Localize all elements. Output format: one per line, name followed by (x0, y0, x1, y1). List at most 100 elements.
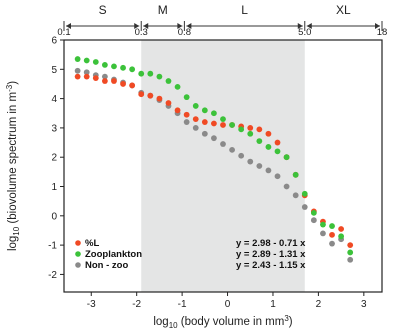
arrowhead-right-icon (177, 23, 183, 29)
data-point (220, 116, 226, 123)
y-tick-label: 6 (51, 36, 57, 47)
arrowhead-right-icon (375, 23, 380, 29)
data-point (201, 130, 208, 137)
data-point (129, 82, 136, 89)
data-point (320, 221, 326, 228)
legend-marker (75, 262, 81, 268)
data-point (274, 148, 281, 155)
data-point (83, 69, 90, 76)
y-axis-title: log10 (biovolume spectrum in m-3) (5, 81, 21, 251)
data-point (192, 103, 199, 109)
data-point (174, 83, 181, 90)
data-points (74, 56, 354, 263)
y-tick-label: 0 (51, 211, 57, 222)
data-point (338, 226, 345, 232)
size-class-label: XL (336, 3, 351, 17)
data-point (329, 240, 335, 247)
arrowhead-left-icon (186, 23, 192, 29)
data-point (174, 107, 181, 114)
size-boundary-label: 0.8 (178, 27, 191, 38)
data-point (229, 146, 235, 153)
x-tick-label: -3 (87, 299, 96, 310)
data-point (138, 91, 145, 98)
data-point (183, 111, 190, 118)
data-point (274, 173, 281, 180)
legend: %L y = 2.98 - 0.71 x Zooplankton y = 2.89 -… (75, 238, 306, 271)
data-point (101, 73, 108, 80)
data-point (256, 163, 263, 169)
data-point (211, 135, 217, 142)
data-point (138, 70, 145, 77)
data-point (256, 138, 263, 144)
data-point (274, 139, 281, 146)
data-point (310, 217, 317, 224)
size-boundary-label: 5.0 (298, 27, 311, 38)
data-point (310, 209, 317, 216)
data-point (74, 67, 81, 74)
data-point (247, 130, 254, 137)
legend-marker (75, 240, 81, 246)
y-tick-label: 4 (51, 94, 57, 105)
data-point (165, 78, 172, 84)
x-tick-label: -2 (132, 299, 141, 310)
legend-marker (75, 251, 81, 257)
x-tick-label: 3 (361, 299, 367, 310)
x-tick-label: 2 (316, 299, 322, 310)
data-point (192, 125, 199, 131)
arrowhead-right-icon (297, 23, 303, 29)
data-point (165, 100, 172, 106)
data-point (256, 126, 263, 133)
data-point (347, 249, 354, 256)
legend-label: %L (85, 238, 99, 249)
x-axis-title: log10 (body volume in mm3) (153, 314, 292, 330)
size-class-bar: S M L XL 0.1 0.3 0.8 5.0 18 (57, 3, 387, 38)
data-point (283, 154, 290, 161)
x-tick-label: 1 (270, 299, 276, 310)
data-point (211, 110, 217, 117)
data-point (120, 81, 126, 87)
data-point (265, 130, 272, 137)
size-boundary-label: 0.3 (135, 27, 148, 38)
arrowhead-left-icon (66, 23, 71, 29)
x-tick-label: -1 (178, 299, 187, 310)
y-tick-label: -1 (48, 241, 57, 252)
data-point (329, 231, 335, 238)
arrowhead-left-icon (143, 23, 149, 29)
data-point (301, 190, 308, 197)
data-point (292, 171, 299, 178)
x-axis: -3 -2 -1 0 1 2 3 (87, 292, 367, 310)
data-point (129, 66, 136, 73)
y-tick-label: 3 (51, 123, 57, 134)
data-point (283, 183, 290, 190)
data-point (347, 242, 354, 249)
y-axis: -2 -1 0 1 2 3 4 5 6 (48, 36, 64, 281)
legend-label: Non - zoo (85, 260, 128, 271)
data-point (211, 120, 217, 127)
data-point (201, 119, 208, 125)
data-point (347, 256, 354, 263)
arrowhead-left-icon (306, 23, 312, 29)
data-point (183, 94, 190, 101)
data-point (247, 125, 254, 131)
data-point (74, 56, 81, 62)
data-point (156, 73, 163, 80)
data-point (292, 192, 299, 199)
size-boundary-label: 18 (377, 27, 388, 38)
legend-label: Zooplankton (85, 249, 142, 260)
legend-equation: y = 2.43 - 1.15 x (236, 260, 306, 271)
data-point (92, 59, 99, 65)
y-tick-label: 2 (51, 153, 57, 164)
data-point (201, 107, 208, 114)
data-point (192, 116, 199, 123)
y-tick-label: 5 (51, 65, 57, 76)
data-point (147, 70, 154, 77)
data-point (111, 78, 117, 84)
size-boundary-label: 0.1 (57, 27, 70, 38)
data-point (147, 92, 154, 99)
data-point (101, 62, 108, 68)
data-point (74, 73, 81, 80)
y-tick-label: 1 (51, 182, 57, 193)
legend-equation: y = 2.89 - 1.31 x (236, 249, 306, 260)
data-point (92, 75, 99, 81)
data-point (220, 141, 226, 147)
